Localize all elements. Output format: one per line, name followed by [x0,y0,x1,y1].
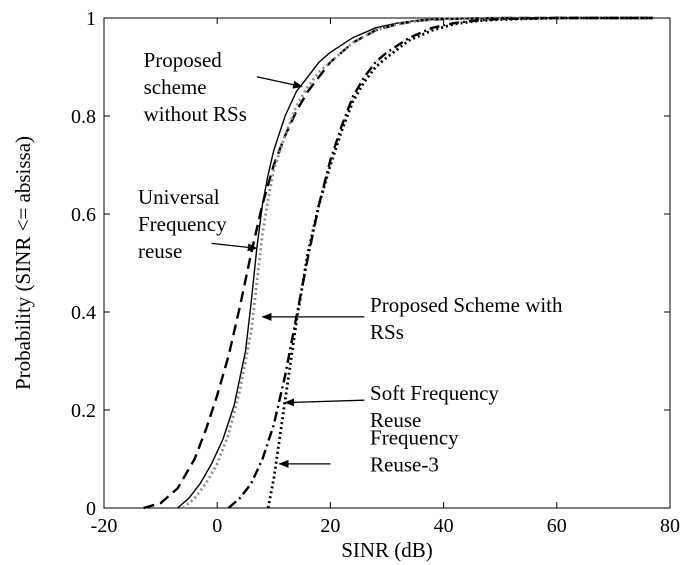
x-tick-label: -20 [91,515,118,537]
y-tick-label: 0.8 [71,106,96,128]
annotation-label-1: Proposed scheme without RSs [144,48,247,126]
x-tick-label: 80 [660,515,680,537]
annotation-line: Reuse-3 [370,452,439,476]
annotation-arrow-2 [211,242,258,252]
annotation-line: Frequency [138,212,227,236]
annotation-arrow-1 [256,76,304,89]
annotation-line: Soft Frequency [370,381,499,405]
x-tick-label: 60 [547,515,567,537]
annotation-line: RSs [370,320,404,344]
annotation-label-3: Proposed Scheme with RSs [370,293,563,344]
y-tick-label: 0.4 [71,302,96,324]
annotation-line: Frequency [370,425,459,449]
y-axis-label: Probability (SINR <= absissa) [11,136,35,390]
series-line-2 [177,17,653,509]
annotation-line: without RSs [144,102,247,126]
annotation-line: Universal [138,185,220,209]
annotation-line: Proposed Scheme with [370,293,563,317]
plot-area [103,17,671,509]
annotation-label-4: Soft Frequency Reuse [370,381,499,432]
y-tick-label: 1 [86,8,96,30]
x-tick-label: 40 [434,515,454,537]
series-lines [143,16,653,510]
annotation-line: Proposed [144,48,223,72]
y-tick-label: 0 [86,498,96,520]
annotation-line: scheme [144,75,207,99]
annotations: Proposed scheme without RSs Universal Freque… [138,48,563,476]
y-tick-label: 0.2 [71,400,96,422]
annotation-arrow-4 [284,398,365,407]
annotation-line: reuse [138,239,182,263]
x-tick-label: 0 [212,515,222,537]
x-tick-label: 20 [320,515,340,537]
series-line-3 [182,16,653,510]
annotation-label-5: Frequency Reuse-3 [370,425,459,476]
series-line-5 [266,16,653,509]
annotation-label-2: Universal Frequency reuse [138,185,227,263]
x-axis-label: SINR (dB) [341,538,433,562]
annotation-line: Reuse [370,408,421,432]
y-tick-label: 0.6 [71,204,96,226]
